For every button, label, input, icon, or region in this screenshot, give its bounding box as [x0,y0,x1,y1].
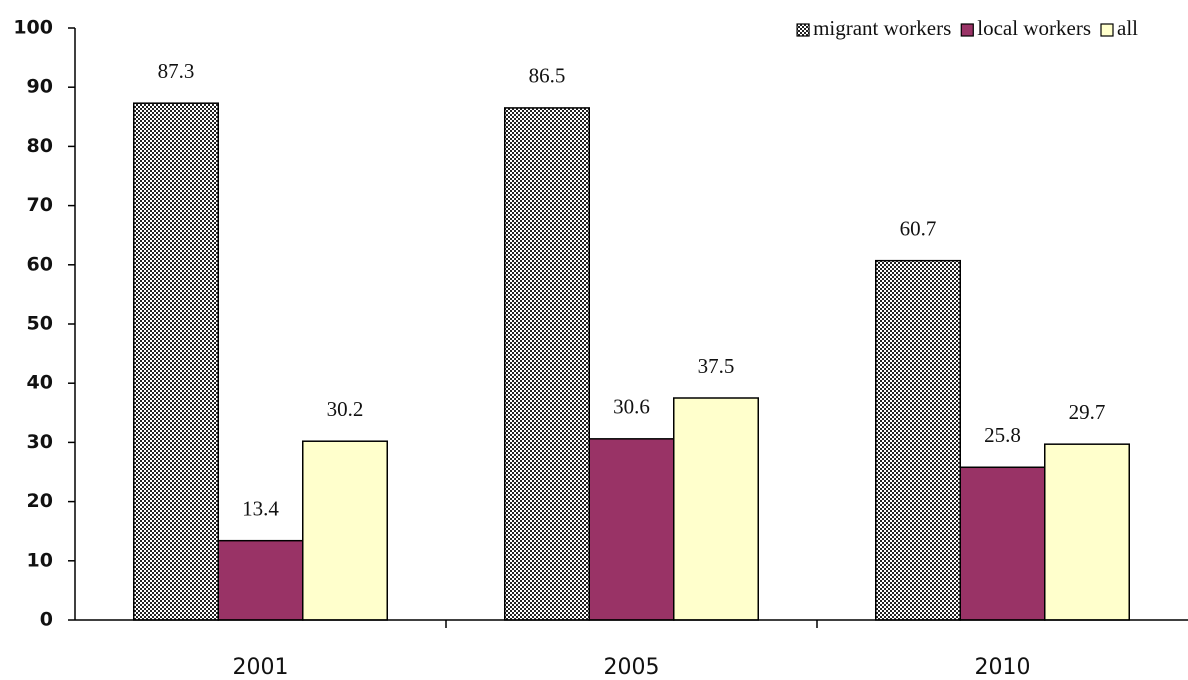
legend-swatch [1100,23,1114,37]
data-label: 29.7 [1069,400,1106,424]
bar [504,107,590,621]
data-label: 37.5 [698,354,735,378]
data-label: 30.2 [327,397,364,421]
y-tick-label: 10 [27,549,53,571]
bar [673,397,759,621]
y-tick-label: 100 [13,17,53,39]
x-tick-label: 2005 [604,655,660,680]
bar [959,466,1046,621]
bar [302,440,388,621]
data-label: 60.7 [900,216,937,240]
x-tick-label: 2001 [233,655,289,680]
data-label: 25.8 [984,423,1021,447]
y-tick-label: 70 [27,194,53,216]
bar [588,438,675,621]
bar [133,102,219,621]
y-tick-label: 0 [40,609,53,631]
legend-label: migrant workers [813,16,951,40]
legend-swatch [960,23,974,37]
bar [1044,443,1130,621]
y-tick-label: 90 [27,76,53,98]
legend-swatch [796,23,810,37]
bar [217,539,304,621]
y-tick-label: 20 [27,490,53,512]
legend-label: all [1117,16,1138,40]
data-label: 30.6 [613,395,650,419]
data-label: 13.4 [242,496,279,520]
bar [875,259,961,621]
data-label: 86.5 [529,64,566,88]
y-tick-label: 30 [27,431,53,453]
y-tick-label: 40 [27,372,53,394]
y-tick-label: 60 [27,253,53,275]
y-tick-label: 50 [27,313,53,335]
x-tick-label: 2010 [975,655,1031,680]
legend-label: local workers [977,16,1091,40]
y-tick-label: 80 [27,135,53,157]
data-label: 87.3 [158,59,195,83]
